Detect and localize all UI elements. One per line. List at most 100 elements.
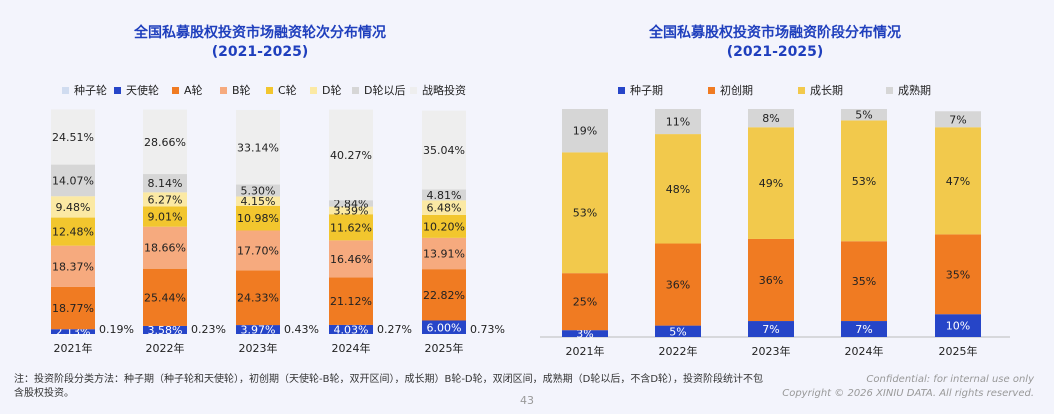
footnote-line2: 含股权投资。 — [14, 388, 74, 399]
left-bar-segment — [236, 230, 280, 271]
copyright-line: Copyright © 2026 XINIU DATA. All rights … — [782, 388, 1034, 399]
left-bar-label: 4.03% — [334, 323, 369, 336]
left-bar-segment — [51, 286, 95, 330]
right-bar-segment — [562, 152, 608, 274]
left-legend-item: D轮 — [310, 82, 341, 98]
right-bar-label: 10% — [946, 320, 970, 333]
left-bar-segment — [51, 109, 95, 165]
confidential-notice: Confidential: for internal use only Copy… — [782, 373, 1034, 401]
left-bar-segment — [51, 329, 95, 334]
left-bar-segment — [143, 206, 187, 227]
left-legend-label: B轮 — [232, 84, 251, 97]
left-bar-label: 18.77% — [52, 302, 94, 315]
left-bar-label: 35.04% — [423, 144, 465, 157]
confidential-line1: Confidential: for internal use only — [866, 374, 1034, 385]
left-legend-item: 种子轮 — [62, 82, 107, 98]
right-bar-label: 49% — [759, 177, 783, 190]
right-bar-segment — [562, 273, 608, 331]
right-bar-label: 35% — [852, 275, 876, 288]
left-chart-legend: 种子轮 天使轮 A轮 B轮 C轮 D轮 D轮以后 战略投资 — [62, 82, 502, 98]
right-bar-label: 48% — [666, 183, 690, 196]
right-bar-label: 11% — [666, 116, 690, 129]
left-bar-segment — [143, 268, 187, 326]
right-x-tick-label: 2025年 — [939, 344, 978, 358]
right-bar-segment — [748, 238, 794, 322]
left-legend-swatch — [410, 86, 417, 94]
left-x-tick-label: 2022年 — [146, 341, 185, 355]
right-legend-label: 成熟期 — [898, 84, 931, 97]
right-bar-segment — [935, 314, 981, 337]
left-bar-segment — [51, 196, 95, 218]
left-chart-title: 全国私募股权投资市场融资轮次分布情况 (2021-2025) — [60, 24, 460, 62]
left-bar-label: 6.27% — [148, 193, 183, 206]
right-chart-title-line2: (2021-2025) — [726, 44, 824, 60]
left-legend-item: A轮 — [172, 82, 203, 98]
left-bar-label: 12.48% — [52, 226, 94, 239]
right-bar-label: 7% — [949, 113, 966, 126]
right-bar-segment — [748, 321, 794, 337]
left-bar-segment — [236, 196, 280, 206]
right-x-tick-label: 2024年 — [845, 344, 884, 358]
left-bar-label: 11.62% — [330, 221, 372, 234]
left-bar-label: 22.82% — [423, 289, 465, 302]
right-bar-segment — [841, 321, 887, 337]
right-bar-segment — [748, 109, 794, 128]
left-bar-segment — [143, 192, 187, 207]
left-bar-segment — [51, 217, 95, 246]
left-bar-label: 24.33% — [237, 292, 279, 305]
left-bar-segment — [236, 205, 280, 231]
left-bar-label: 9.01% — [148, 211, 183, 224]
left-bar-label: 10.20% — [423, 220, 465, 233]
left-bar-segment — [422, 110, 466, 190]
left-seed-round-label: 0.19% — [99, 323, 134, 336]
left-bar-segment — [143, 109, 187, 175]
footnote-line1: 注：投资阶段分类方法：种子期（种子轮和天使轮），初创期（天使轮-B轮，双开区间）… — [14, 374, 764, 385]
left-bar-segment — [329, 214, 373, 241]
left-x-tick-label: 2023年 — [239, 341, 278, 355]
left-bar-segment — [236, 184, 280, 197]
left-bar-label: 40.27% — [330, 149, 372, 162]
left-legend-swatch — [310, 86, 317, 94]
left-legend-item: 天使轮 — [114, 82, 159, 98]
right-legend-swatch — [798, 86, 805, 94]
left-bar-label: 17.70% — [237, 244, 279, 257]
right-bar-label: 53% — [852, 175, 876, 188]
right-bar-label: 19% — [573, 125, 597, 138]
right-legend-item: 初创期 — [708, 82, 753, 98]
left-legend-item: C轮 — [266, 82, 297, 98]
left-bar-label: 24.51% — [52, 131, 94, 144]
left-bar-label: 21.12% — [330, 295, 372, 308]
left-legend-swatch — [172, 86, 179, 94]
left-bar-segment — [329, 277, 373, 325]
left-bar-segment — [236, 325, 280, 334]
right-bar-segment — [935, 127, 981, 235]
left-bar-label: 6.00% — [427, 321, 462, 334]
right-x-tick-label: 2022年 — [659, 344, 698, 358]
left-legend-swatch — [220, 86, 227, 94]
left-bar-label: 6.48% — [427, 202, 462, 215]
right-bar-label: 35% — [946, 268, 970, 281]
left-bar-label: 4.15% — [241, 195, 276, 208]
right-bar-segment — [841, 120, 887, 242]
left-bar-segment — [329, 240, 373, 278]
left-bar-segment — [422, 320, 466, 334]
right-chart-legend: 种子期 初创期 成长期 成熟期 — [618, 82, 998, 98]
left-bar-label: 28.66% — [144, 136, 186, 149]
right-legend-swatch — [886, 86, 893, 94]
left-legend-item: 战略投资 — [410, 82, 466, 98]
left-bar-label: 13.91% — [423, 248, 465, 261]
left-seed-round-label: 0.43% — [284, 323, 319, 336]
left-legend-swatch — [62, 86, 69, 94]
left-bar-label: 14.07% — [52, 174, 94, 187]
right-bar-segment — [655, 325, 701, 337]
left-seed-round-label: 0.23% — [191, 323, 226, 336]
right-legend-swatch — [618, 86, 625, 94]
left-bar-segment — [422, 189, 466, 201]
left-seed-round-label: 0.27% — [377, 323, 412, 336]
left-bar-label: 9.48% — [56, 201, 91, 214]
left-x-tick-label: 2025年 — [425, 341, 464, 355]
left-bar-segment — [329, 109, 373, 201]
right-bar-segment — [655, 134, 701, 244]
left-bar-segment — [51, 245, 95, 287]
left-legend-swatch — [266, 86, 273, 94]
